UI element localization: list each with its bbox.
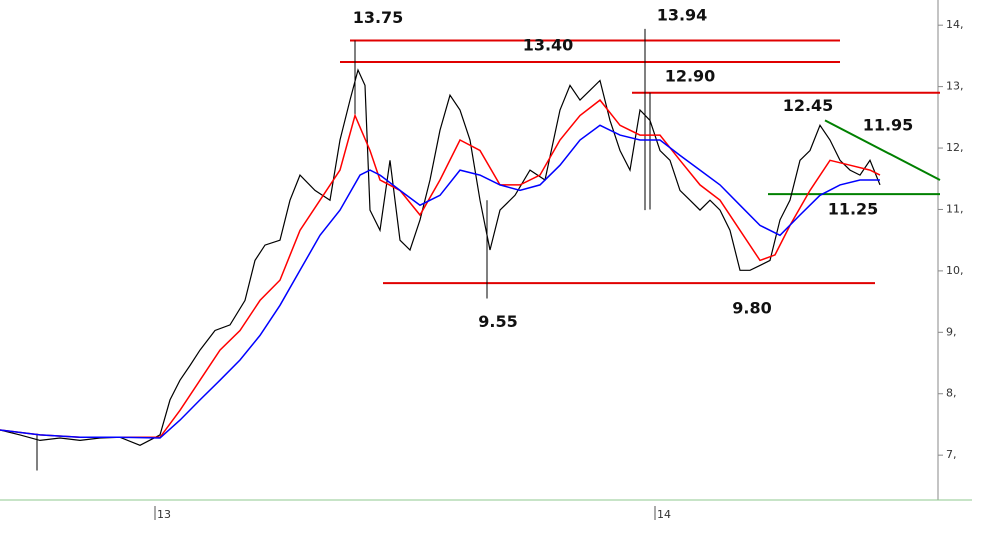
- annotation: 9.55: [478, 312, 517, 331]
- annotation: 11.95: [863, 116, 914, 135]
- y-tick-label: 13,: [946, 80, 964, 93]
- y-tick-label: 7,: [946, 448, 957, 461]
- annotation: 13.40: [523, 36, 574, 55]
- moving-average: [0, 124, 880, 439]
- x-tick-label: 13: [157, 508, 171, 521]
- annotation: 11.25: [828, 200, 879, 219]
- x-tick-label: 14: [657, 508, 671, 521]
- price-line: [0, 68, 881, 446]
- annotation: 12.45: [783, 96, 834, 115]
- y-tick-label: 8,: [946, 387, 957, 400]
- annotation: 13.75: [353, 8, 404, 27]
- y-tick-label: 10,: [946, 264, 964, 277]
- y-tick-label: 9,: [946, 325, 957, 338]
- trendline: [824, 119, 941, 181]
- annotation: 12.90: [665, 66, 716, 85]
- moving-average: [0, 99, 881, 439]
- y-tick-label: 11,: [946, 202, 964, 215]
- y-tick-label: 14,: [946, 18, 964, 31]
- annotation: 13.94: [657, 5, 708, 24]
- y-tick-label: 12,: [946, 141, 964, 154]
- annotation: 9.80: [732, 299, 771, 318]
